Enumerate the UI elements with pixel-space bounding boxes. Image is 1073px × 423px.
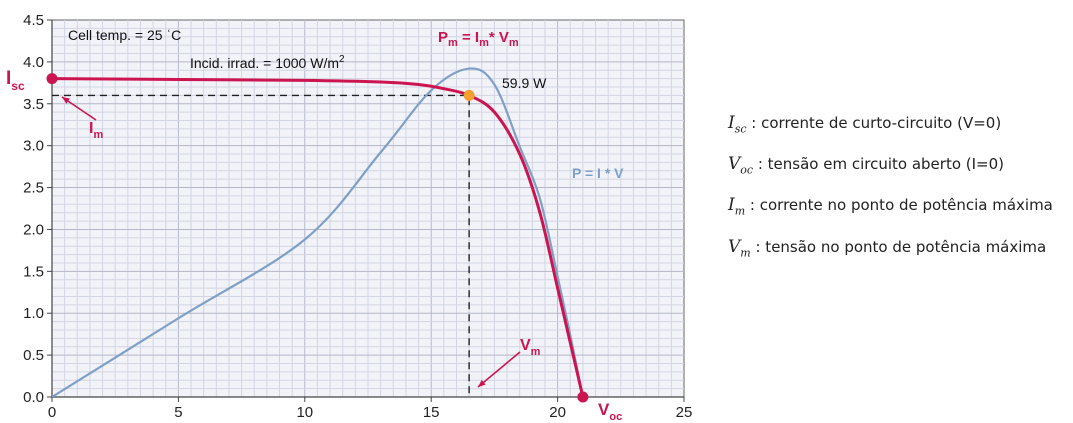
voc-marker xyxy=(577,391,589,403)
series-lines xyxy=(52,67,585,397)
x-tick-label: 5 xyxy=(174,404,182,421)
x-tick-label: 10 xyxy=(296,404,313,421)
power-curve-line xyxy=(52,67,584,397)
arrow-head xyxy=(62,97,70,104)
iv-curve-line xyxy=(52,77,585,397)
arrow-head xyxy=(478,379,486,387)
y-tick-label: 1.0 xyxy=(23,305,44,322)
isc-label: Isc xyxy=(6,68,25,93)
legend-item-im: Im : corrente no ponto de potência máxim… xyxy=(728,195,1053,218)
vm-label: Vm xyxy=(520,337,541,358)
power-curve-label: P = I * V xyxy=(572,165,624,181)
mpp-guide-lines xyxy=(52,94,470,397)
x-tick-label: 25 xyxy=(676,404,693,421)
y-tick-label: 4.5 xyxy=(23,12,44,29)
power-value-label: 59.9 W xyxy=(502,75,547,91)
y-tick-label: 2.5 xyxy=(23,180,44,197)
voc-label: Voc xyxy=(598,400,622,423)
irradiance-annotation: Incid. irrad. = 1000 W/m2 xyxy=(190,54,345,71)
mpp-dashed-guide xyxy=(52,94,470,397)
symbol-legend: Isc : corrente de curto-circuito (V=0) V… xyxy=(728,112,1068,277)
isc-marker xyxy=(46,73,58,85)
x-tick-label: 15 xyxy=(423,404,440,421)
im-arrow xyxy=(61,96,97,121)
y-tick-label: 3.0 xyxy=(23,138,44,155)
x-tick-label: 0 xyxy=(48,404,56,421)
legend-item-vm: Vm : tensão no ponto de potência máxima xyxy=(728,236,1047,260)
legend-item-isc: Isc : corrente de curto-circuito (V=0) xyxy=(728,113,1002,136)
y-tick-label: 0.0 xyxy=(23,389,44,406)
y-tick-label: 4.0 xyxy=(23,54,44,71)
grid-lines xyxy=(52,20,684,397)
x-tick-label: 20 xyxy=(549,404,566,421)
y-tick-label: 0.5 xyxy=(23,347,44,364)
mpp-marker xyxy=(463,89,475,101)
iv-chart: 0 5 10 15 20 25 0.0 0.5 1.0 1.5 2.0 2.5 3.0 3.5 4.0 4.5… xyxy=(6,12,692,423)
y-tick-label: 1.5 xyxy=(23,263,44,280)
markers xyxy=(46,73,589,403)
tick-labels: 0 5 10 15 20 25 0.0 0.5 1.0 1.5 2.0 2.5 3.0 3.5 4.0 4.5 xyxy=(23,12,692,421)
arrows xyxy=(61,96,521,388)
legend-item-voc: Voc : tensão em circuito aberto (I=0) xyxy=(728,154,1005,177)
vm-arrow xyxy=(477,351,521,388)
pm-equation: Pm = Im* Vm xyxy=(438,29,519,49)
y-tick-label: 2.0 xyxy=(23,221,44,238)
arrow-shaft xyxy=(477,351,521,388)
cell-temp-annotation: Cell temp. = 25 ʿC xyxy=(68,27,181,43)
im-label: Im xyxy=(89,120,103,141)
y-tick-label: 3.5 xyxy=(23,96,44,113)
